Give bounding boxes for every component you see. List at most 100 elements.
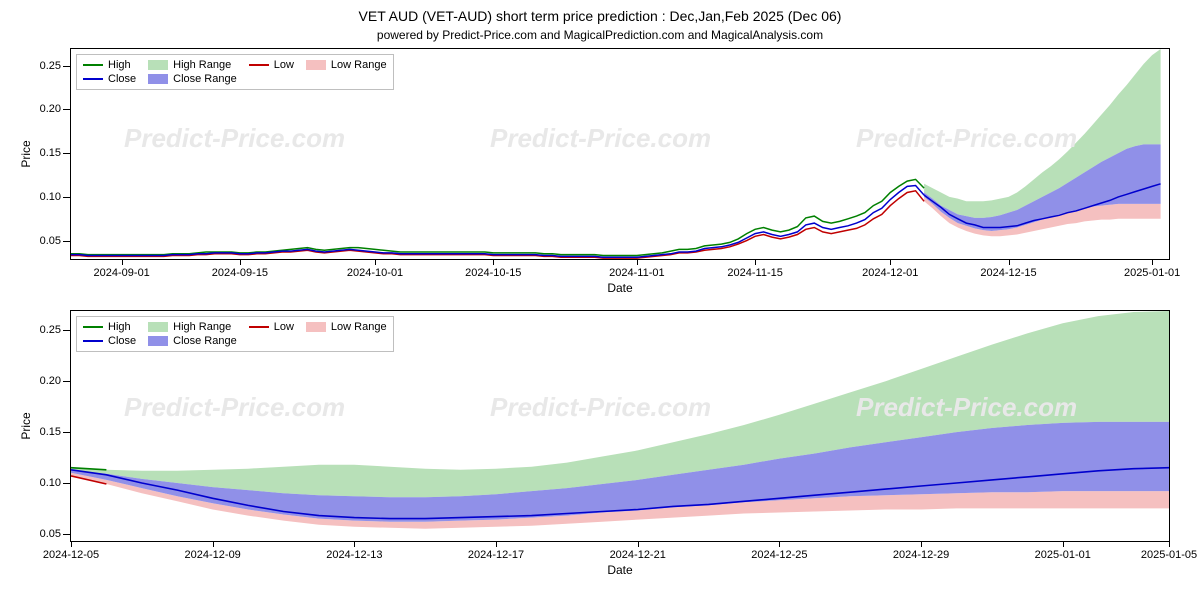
ytick	[63, 483, 71, 484]
xtick-label: 2024-09-01	[94, 267, 150, 279]
chart-subtitle: powered by Predict-Price.com and Magical…	[0, 28, 1200, 42]
legend-line-swatch	[83, 78, 103, 80]
legend-patch-swatch	[306, 60, 326, 70]
legend-item: Low Range	[306, 59, 387, 71]
xtick-label: 2024-12-13	[326, 549, 382, 561]
legend-label: Close	[108, 335, 136, 347]
legend-item: High	[83, 321, 136, 333]
legend-label: High Range	[173, 59, 231, 71]
legend-label: Low	[274, 321, 294, 333]
xtick	[375, 259, 376, 265]
legend-bottom: High High Range Low Low Range Close Close Ran…	[76, 316, 394, 352]
xtick	[240, 259, 241, 265]
xtick	[354, 541, 355, 547]
legend-item: Close Range	[148, 73, 237, 85]
legend-label: Close Range	[173, 335, 237, 347]
legend-label: High Range	[173, 321, 231, 333]
xtick	[71, 541, 72, 547]
xtick	[637, 259, 638, 265]
legend-item: Low	[249, 321, 294, 333]
legend-patch-swatch	[148, 336, 168, 346]
xtick	[1063, 541, 1064, 547]
ytick	[63, 241, 71, 242]
xtick	[122, 259, 123, 265]
series-line	[71, 191, 924, 258]
legend-top: High High Range Low Low Range Close Close Ran…	[76, 54, 394, 90]
legend-label: Close	[108, 73, 136, 85]
chart-top: Price Date HighHigh RangeLowLow RangeClo…	[70, 48, 1170, 260]
xtick-label: 2024-12-05	[43, 549, 99, 561]
ytick	[63, 109, 71, 110]
xtick-label: 2024-12-01	[862, 267, 918, 279]
legend-item: High Range	[148, 321, 237, 333]
ytick	[63, 153, 71, 154]
xtick	[638, 541, 639, 547]
chart-title: VET AUD (VET-AUD) short term price predi…	[0, 8, 1200, 24]
xtick-label: 2025-01-01	[1124, 267, 1180, 279]
legend-item: High Range	[148, 59, 237, 71]
ytick-label: 0.25	[40, 324, 61, 336]
legend-label: Low Range	[331, 59, 387, 71]
xtick	[493, 259, 494, 265]
xtick-label: 2024-12-15	[980, 267, 1036, 279]
chart-bottom: Price Date HighHigh RangeLowLow RangeClo…	[70, 310, 1170, 542]
xtick-label: 2024-12-25	[751, 549, 807, 561]
ytick-label: 0.20	[40, 375, 61, 387]
ytick-label: 0.10	[40, 477, 61, 489]
xtick	[213, 541, 214, 547]
xtick-label: 2024-11-15	[727, 267, 782, 279]
ytick-label: 0.05	[40, 235, 61, 247]
legend-line-swatch	[249, 64, 269, 66]
ytick-label: 0.10	[40, 191, 61, 203]
legend-item: Close Range	[148, 335, 237, 347]
ytick-label: 0.15	[40, 147, 61, 159]
series-line	[71, 186, 924, 258]
legend-line-swatch	[83, 340, 103, 342]
xtick-label: 2025-01-05	[1141, 549, 1197, 561]
xtick	[1152, 259, 1153, 265]
xtick-label: 2025-01-01	[1035, 549, 1091, 561]
legend-item: Low	[249, 59, 294, 71]
legend-label: Low	[274, 59, 294, 71]
legend-line-swatch	[249, 326, 269, 328]
xlabel-bottom: Date	[607, 563, 632, 577]
legend-item: High	[83, 59, 136, 71]
legend-line-swatch	[83, 64, 103, 66]
ylabel-bottom: Price	[19, 412, 33, 439]
legend-item: Close	[83, 335, 136, 347]
xtick-label: 2024-09-15	[212, 267, 268, 279]
ylabel-top: Price	[19, 140, 33, 167]
xtick	[779, 541, 780, 547]
xtick	[921, 541, 922, 547]
ytick	[63, 197, 71, 198]
legend-label: High	[108, 59, 131, 71]
xtick-label: 2024-11-01	[609, 267, 664, 279]
xtick-label: 2024-12-09	[185, 549, 241, 561]
legend-patch-swatch	[148, 60, 168, 70]
ytick	[63, 381, 71, 382]
legend-label: Close Range	[173, 73, 237, 85]
xtick	[1009, 259, 1010, 265]
xtick	[496, 541, 497, 547]
ytick	[63, 66, 71, 67]
ytick-label: 0.20	[40, 103, 61, 115]
ytick-label: 0.15	[40, 426, 61, 438]
ytick-label: 0.25	[40, 60, 61, 72]
xlabel-top: Date	[607, 281, 632, 295]
xtick-label: 2024-12-21	[610, 549, 666, 561]
ytick	[63, 432, 71, 433]
xtick	[1169, 541, 1170, 547]
xtick-label: 2024-12-17	[468, 549, 524, 561]
legend-item: Close	[83, 73, 136, 85]
legend-item: Low Range	[306, 321, 387, 333]
xtick-label: 2024-10-01	[347, 267, 403, 279]
legend-patch-swatch	[148, 322, 168, 332]
series-line	[71, 179, 924, 255]
xtick	[755, 259, 756, 265]
legend-patch-swatch	[148, 74, 168, 84]
xtick-label: 2024-10-15	[465, 267, 521, 279]
legend-line-swatch	[83, 326, 103, 328]
xtick	[890, 259, 891, 265]
ytick	[63, 534, 71, 535]
legend-label: High	[108, 321, 131, 333]
